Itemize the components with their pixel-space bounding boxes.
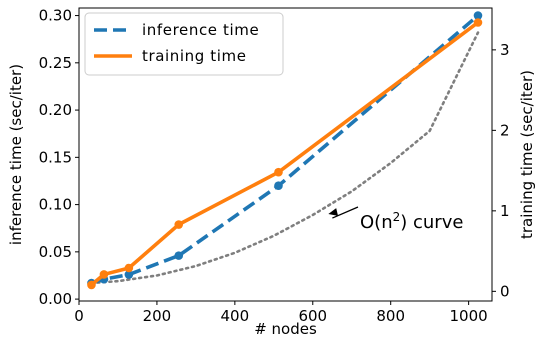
- x-tick-label: 600: [298, 307, 327, 325]
- y-right-axis-title: training time (sec/iter): [518, 70, 536, 239]
- annotation-layer: O(n2) curve: [328, 206, 463, 233]
- training-time-point: [99, 270, 109, 279]
- inference-time-point: [124, 270, 134, 279]
- annotation-label-tail: ) curve: [400, 212, 463, 233]
- y-left-axis-title: inference time (sec/iter): [7, 64, 25, 245]
- reference-curve-layer: [90, 31, 480, 285]
- y-left-tick-label: 0.20: [39, 101, 72, 119]
- legend: inference time training time: [84, 12, 284, 76]
- training-time-point: [274, 167, 283, 177]
- training-time-point: [473, 18, 483, 27]
- training-time-point: [87, 280, 96, 290]
- y-right-tick-label: 3: [500, 41, 510, 59]
- annotation-label-main: O(n: [360, 212, 393, 233]
- y-right-tick-label: 2: [500, 121, 510, 139]
- x-axis-title: # nodes: [254, 320, 317, 338]
- inference-time-point: [274, 181, 283, 190]
- legend-label-inference-time: inference time: [142, 21, 259, 39]
- legend-label-training-time: training time: [142, 47, 247, 65]
- y-left-tick-label: 0.30: [39, 7, 72, 25]
- reference-curve: [90, 31, 480, 285]
- y-left-tick-label: 0.25: [39, 54, 72, 72]
- annotation-label: O(n2) curve: [360, 210, 463, 233]
- y-right-tick-label: 0: [500, 282, 510, 300]
- x-tick-label: 800: [376, 307, 405, 325]
- inference-time-point: [174, 251, 184, 260]
- y-left-tick-label: 0.00: [39, 290, 72, 308]
- annotation-arrow-head: [328, 208, 339, 216]
- training-time-point: [124, 263, 134, 273]
- y-left-tick-label: 0.10: [39, 196, 72, 214]
- y-left-tick-label: 0.05: [39, 243, 72, 261]
- legend-box: [84, 12, 284, 76]
- y-left-tick-label: 0.15: [39, 148, 72, 166]
- plot-frame: [78, 7, 493, 302]
- axes: 0 200 400 600 800 1000 0.00 0.05 0.10 0.15 0.20 0.2…: [7, 7, 536, 338]
- series-layer: [87, 11, 483, 290]
- inference-time-point: [473, 11, 483, 20]
- x-tick-label: 400: [221, 307, 250, 325]
- x-tick-label: 0: [74, 307, 84, 325]
- y-right-tick-label: 1: [500, 202, 510, 220]
- x-tick-label: 200: [143, 307, 172, 325]
- annotation-arrow-line: [332, 206, 359, 219]
- training-time-point: [174, 220, 184, 229]
- x-tick-label: 1000: [450, 307, 488, 325]
- annotation-label-superscript: 2: [393, 210, 401, 224]
